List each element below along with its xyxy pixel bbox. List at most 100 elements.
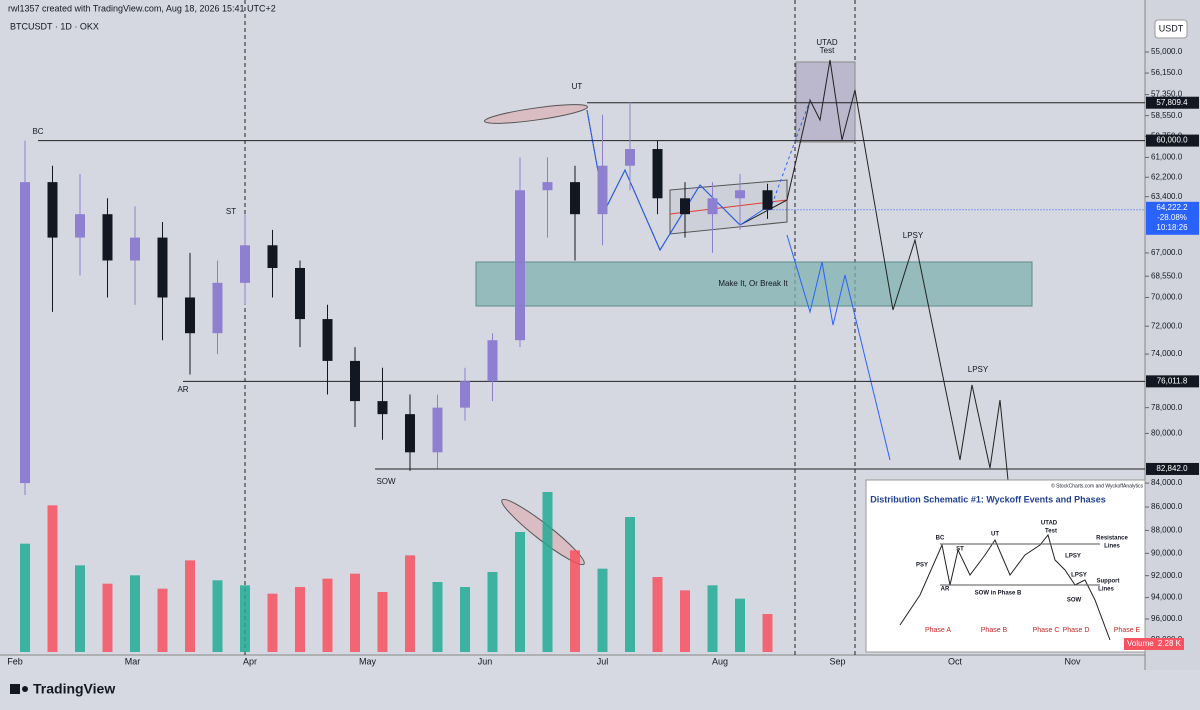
- volume-bar: [185, 560, 195, 652]
- candle-body: [542, 182, 553, 191]
- candle-body: [707, 198, 718, 215]
- inset-labels: BC ST UT UTAD Test PSY LPSY LPSY AR SOW in Phase …: [916, 521, 1141, 634]
- volume-bar: [267, 593, 278, 652]
- volume-bar: [515, 532, 525, 652]
- y-tick-label: 56,150.0: [1151, 68, 1183, 77]
- inset-label: LPSY: [1071, 573, 1087, 579]
- y-tick-label: 70,000.0: [1151, 293, 1183, 302]
- inset-label: UTAD: [1041, 521, 1058, 527]
- volume-bar: [102, 583, 113, 652]
- annotation: UTAD: [816, 38, 837, 47]
- y-tick-label: 94,000.0: [1151, 593, 1183, 602]
- candle-body: [322, 319, 333, 361]
- inset-phase: Phase A: [925, 627, 951, 634]
- level-label: 60,000.0: [1156, 136, 1188, 145]
- candle-body: [762, 190, 773, 210]
- x-tick-label: Sep: [829, 656, 845, 666]
- highlight: [483, 104, 589, 124]
- y-tick-label: 86,000.0: [1151, 502, 1183, 511]
- x-tick-label: Aug: [712, 656, 728, 666]
- volume-bar: [432, 582, 443, 652]
- candle-body: [350, 360, 360, 402]
- inset-label: Lines: [1104, 544, 1120, 550]
- annotation: ST: [226, 207, 236, 216]
- y-tick-label: 92,000.0: [1151, 571, 1183, 580]
- logo: TradingView: [10, 681, 115, 697]
- inset-label: LPSY: [1065, 554, 1081, 560]
- annotation: LPSY: [903, 231, 924, 240]
- volume-bar: [652, 577, 663, 652]
- inset-credit: © StockCharts.com and WyckoffAnalytics: [1051, 482, 1143, 489]
- level-label-box: [1146, 375, 1199, 388]
- logo-mark: [22, 686, 28, 692]
- level-label-box: [1146, 134, 1199, 147]
- y-tick-label: 80,000.0: [1151, 429, 1183, 438]
- candle-body: [487, 340, 498, 382]
- annotation: LPSY: [968, 365, 989, 374]
- candle-body: [240, 245, 250, 283]
- candle-body: [405, 414, 415, 453]
- volume-bar: [20, 543, 30, 652]
- inset-label: Resistance: [1096, 536, 1128, 542]
- x-tick-label: Mar: [125, 656, 141, 666]
- volume-bar: [762, 614, 773, 652]
- x-tick-label: Feb: [7, 656, 23, 666]
- volume-bar: [487, 572, 498, 652]
- inset-phase: Phase B: [981, 627, 1008, 634]
- annotation: Test: [820, 46, 835, 55]
- inset-label: BC: [936, 536, 945, 542]
- x-tick-label: May: [359, 656, 377, 666]
- y-tick-label: 62,200.0: [1151, 172, 1183, 181]
- candle-body: [47, 182, 58, 238]
- utad-box: [795, 61, 856, 143]
- inset-label: SOW: [1067, 598, 1082, 604]
- volume-bar: [735, 598, 745, 652]
- candle-body: [652, 149, 663, 199]
- annotation: BC: [32, 127, 43, 136]
- inset-phase: Phase C: [1033, 627, 1060, 634]
- y-tick-label: 58,550.0: [1151, 111, 1183, 120]
- inset-label: PSY: [916, 563, 928, 569]
- candle-body: [625, 149, 635, 166]
- y-tick-label: 74,000.0: [1151, 349, 1183, 358]
- currency-box: [1154, 19, 1188, 39]
- volume-bar: [47, 505, 58, 652]
- inset: © StockCharts.com and WyckoffAnalytics D…: [865, 479, 1146, 653]
- y-tick-label: 68,550.0: [1151, 271, 1183, 280]
- currency: USDT: [1159, 23, 1184, 33]
- volume-bar: [460, 587, 470, 652]
- last-price-box: [1146, 201, 1199, 235]
- annotation: SOW: [376, 477, 396, 486]
- logo-mark: [10, 684, 20, 694]
- countdown: 10:18:26: [1156, 223, 1188, 232]
- y-tick-label: 84,000.0: [1151, 478, 1183, 487]
- inset-phase: Phase E: [1114, 627, 1141, 634]
- inset-label: ST: [956, 547, 964, 553]
- inset-path: [899, 533, 1111, 641]
- candle-body: [212, 282, 223, 334]
- y-tick-label: 67,000.0: [1151, 248, 1183, 257]
- volume-bar: [570, 550, 580, 652]
- annotation: UT: [572, 82, 583, 91]
- volume-bar: [350, 573, 360, 652]
- volume-bar: [597, 568, 608, 652]
- y-tick-label: 88,000.0: [1151, 526, 1183, 535]
- candle-body: [680, 198, 690, 215]
- volume-bar: [625, 517, 635, 652]
- level-label-box: [1146, 96, 1199, 109]
- level-label-box: [1146, 462, 1199, 475]
- x-tick-label: Jul: [597, 656, 609, 666]
- inset-title: Distribution Schematic #1: Wyckoff Event…: [870, 494, 1105, 504]
- x-tick-label: Oct: [948, 656, 963, 666]
- inset-label: Support: [1097, 579, 1120, 585]
- inset-label: AR: [941, 587, 950, 593]
- last-change: -28.08%: [1157, 213, 1187, 222]
- volume-bar: [680, 590, 690, 652]
- candle-body: [432, 407, 443, 453]
- symbol: BTCUSDT · 1D · OKX: [10, 21, 99, 31]
- level-label: 57,809.4: [1156, 98, 1188, 107]
- y-tick-label: 57,350.0: [1151, 90, 1183, 99]
- candle-body: [570, 182, 580, 215]
- candle-body: [267, 245, 278, 268]
